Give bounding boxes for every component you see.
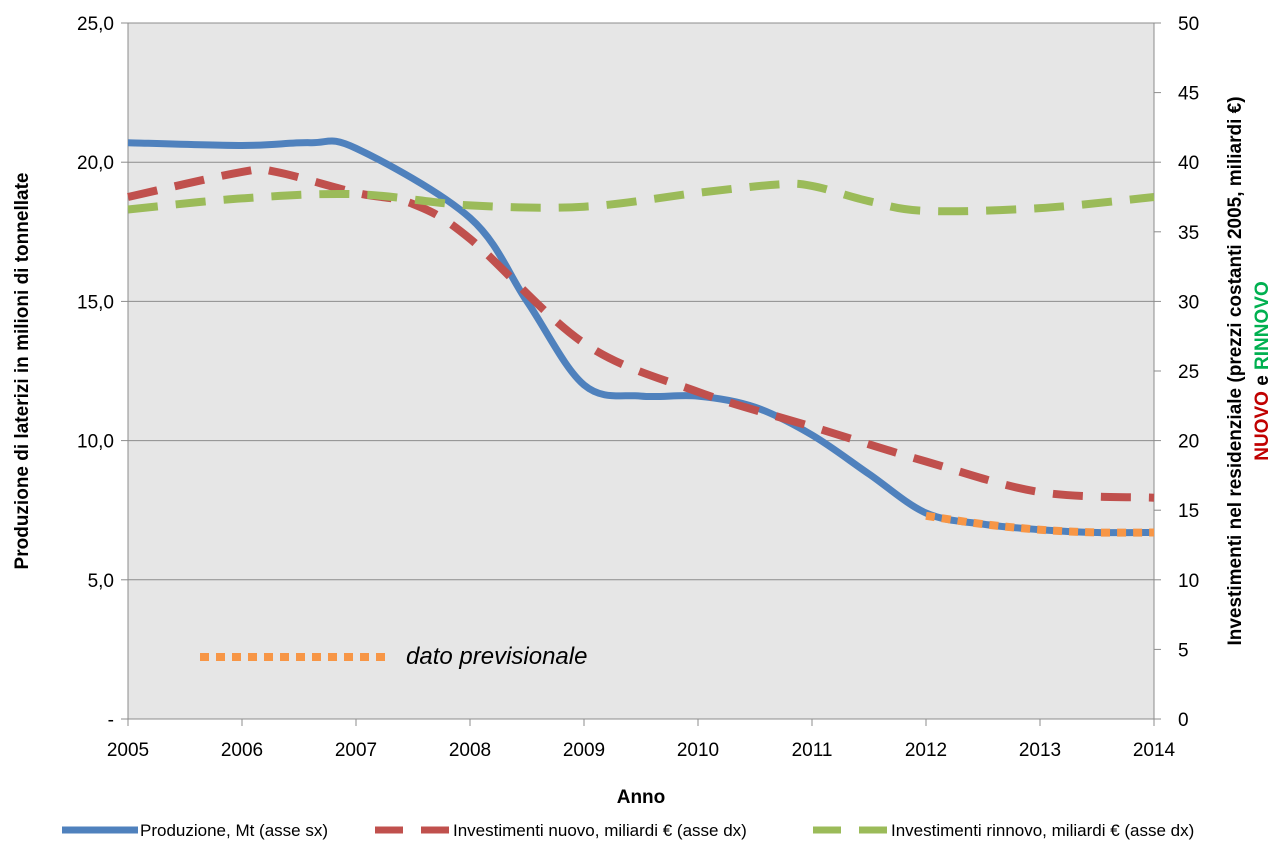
- right-tick-label: 0: [1178, 710, 1189, 731]
- right-tick-label: 15: [1178, 501, 1199, 522]
- right-axis-title-e: e: [1252, 370, 1273, 391]
- x-tick-label: 2007: [335, 740, 377, 761]
- legend-label: Investimenti rinnovo, miliardi € (asse d…: [891, 821, 1194, 840]
- series-line-produzione-mt-asse-sx: [127, 137, 1155, 537]
- left-tick-label: 5,0: [88, 571, 114, 592]
- right-axis-title-rinnovo: RINNOVO: [1252, 281, 1273, 370]
- right-tick-label: 50: [1178, 14, 1199, 35]
- x-tick-label: 2010: [677, 740, 719, 761]
- left-tick-label: 25,0: [77, 14, 114, 35]
- forecast-annotation-text: dato previsionale: [406, 643, 587, 670]
- right-axis-title-line1: Investimenti nel residenziale (prezzi co…: [1225, 96, 1246, 645]
- right-axis-title-line2: NUOVO e RINNOVO: [1252, 281, 1273, 461]
- legend: Produzione, Mt (asse sx) Investimenti nuo…: [62, 821, 1194, 840]
- series-line-investimenti-rinnovo-miliardi-asse-dx: [127, 179, 1155, 216]
- x-axis-title: Anno: [617, 787, 666, 808]
- x-tick-label: 2008: [449, 740, 491, 761]
- x-tick-label: 2006: [221, 740, 263, 761]
- series-layer: [127, 137, 1155, 537]
- legend-label: Produzione, Mt (asse sx): [140, 821, 328, 840]
- left-axis-title: Produzione di laterizi in milioni di ton…: [12, 173, 33, 570]
- legend-label: Investimenti nuovo, miliardi € (asse dx): [453, 821, 747, 840]
- series-line-dato-previsionale: [925, 511, 1155, 537]
- left-tick-label: -: [108, 710, 114, 731]
- right-tick-label: 30: [1178, 292, 1199, 313]
- x-tick-label: 2012: [905, 740, 947, 761]
- left-tick-label: 15,0: [77, 292, 114, 313]
- grid-lines: [128, 22, 1154, 581]
- right-tick-label: 40: [1178, 153, 1199, 174]
- left-tick-label: 10,0: [77, 432, 114, 453]
- right-axis-title-nuovo: NUOVO: [1252, 391, 1273, 461]
- series-line-investimenti-nuovo-miliardi-asse-dx: [127, 165, 1155, 502]
- right-tick-label: 35: [1178, 223, 1199, 244]
- axes: - 5,0 10,0 15,0 20,0 25,0 0 5 10 15 20 25 30 35 40 45 50…: [77, 14, 1199, 761]
- right-tick-label: 45: [1178, 84, 1199, 105]
- right-tick-label: 10: [1178, 571, 1199, 592]
- right-tick-label: 20: [1178, 432, 1199, 453]
- x-tick-label: 2005: [107, 740, 149, 761]
- right-tick-label: 5: [1178, 640, 1189, 661]
- x-tick-label: 2009: [563, 740, 605, 761]
- left-tick-label: 20,0: [77, 153, 114, 174]
- right-tick-label: 25: [1178, 362, 1199, 383]
- x-tick-label: 2013: [1019, 740, 1061, 761]
- x-tick-label: 2014: [1133, 740, 1176, 761]
- x-tick-label: 2011: [792, 740, 833, 761]
